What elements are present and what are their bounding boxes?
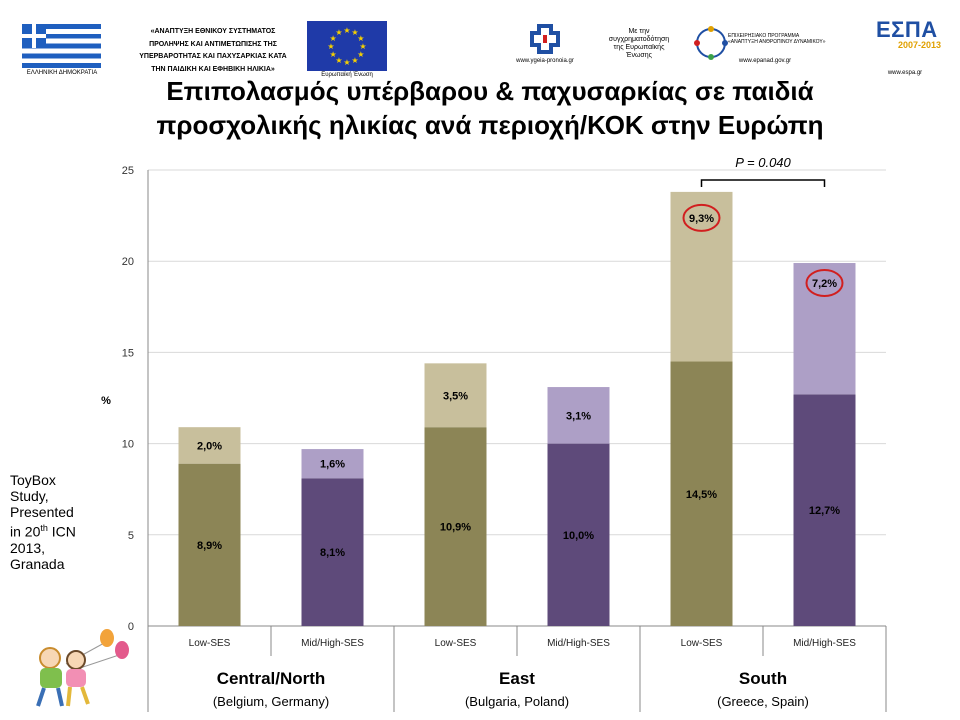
op-url: www.epanad.gov.gr: [738, 58, 792, 64]
eu-flag-icon: ★ ★ ★ ★ ★ ★ ★ ★ ★ ★ ★ ★: [307, 21, 387, 71]
bar-label-top: 9,3%: [689, 213, 714, 225]
y-tick-label: 25: [122, 165, 134, 177]
bar-segment-top: [793, 263, 856, 395]
svg-text:★: ★: [343, 26, 350, 35]
p-value-annotation: P = 0.040: [735, 155, 791, 170]
bar-segment-top: [424, 363, 487, 428]
op-title: ΕΠΙΧΕΙΡΗΣΙΑΚΟ ΠΡΟΓΡΑΜΜΑ «ΑΝΑΠΤΥΞΗ ΑΝΘΡΩΠ…: [728, 33, 826, 45]
bar-segment-bottom: [670, 361, 733, 626]
group-subtitle: (Belgium, Germany): [213, 694, 329, 709]
bar-label-bottom: 14,5%: [686, 489, 717, 501]
x-category-label: Mid/High-SES: [547, 638, 610, 649]
bar-label-bottom: 10,9%: [440, 522, 471, 534]
bar-segment-top: [547, 387, 610, 444]
highlight-circle: [805, 269, 844, 298]
bar-label-top: 2,0%: [197, 440, 222, 452]
bar-segment-bottom: [301, 478, 364, 626]
bar-segment-top: [670, 191, 733, 362]
svg-text:★: ★: [327, 42, 334, 51]
ministry-cross-icon: [527, 24, 563, 54]
bar-segment-top: [301, 449, 364, 479]
group-subtitle: (Greece, Spain): [717, 694, 809, 709]
y-tick-label: 15: [122, 347, 134, 359]
significance-bracket: [700, 179, 826, 187]
y-tick-label: 0: [128, 621, 134, 633]
group-label: Central/North: [217, 669, 326, 688]
y-axis-label: %: [101, 395, 111, 407]
svg-text:★: ★: [351, 28, 358, 37]
group-subtitle: (Bulgaria, Poland): [465, 694, 569, 709]
bar-label-bottom: 8,1%: [320, 547, 345, 559]
title-line-1: Επιπολασμός υπέρβαρου & παχυσαρκίας σε π…: [166, 76, 814, 106]
bar-label-bottom: 8,9%: [197, 540, 222, 552]
bar-segment-bottom: [793, 394, 856, 626]
bar-label-top: 1,6%: [320, 459, 345, 471]
svg-text:★: ★: [357, 50, 364, 59]
svg-text:★: ★: [351, 56, 358, 65]
group-label: East: [499, 669, 535, 688]
bar-label-bottom: 10,0%: [563, 530, 594, 542]
children-balloons-icon: [36, 629, 129, 707]
bar-segment-bottom: [547, 443, 610, 626]
y-tick-label: 10: [122, 439, 134, 451]
bar-label-top: 7,2%: [812, 278, 837, 290]
greek-flag-caption: ΕΛΛΗΝΙΚΗ ΔΗΜΟΚΡΑΤΙΑ: [26, 70, 98, 76]
svg-text:★: ★: [335, 56, 342, 65]
svg-text:★: ★: [335, 28, 342, 37]
svg-text:★: ★: [330, 34, 337, 43]
svg-text:★: ★: [357, 34, 364, 43]
y-tick-label: 5: [128, 530, 134, 542]
bar-segment-bottom: [178, 463, 241, 626]
espa-years: 2007-2013: [898, 40, 942, 50]
page-title: Επιπολασμός υπέρβαρου & παχυσαρκίας σε π…: [40, 74, 940, 142]
highlight-circle: [682, 203, 721, 232]
bar-label-bottom: 12,7%: [809, 505, 840, 517]
title-line-2: προσχολικής ηλικίας ανά περιοχή/ΚΟΚ στην…: [156, 110, 824, 140]
svg-text:★: ★: [359, 42, 366, 51]
header-logos: ΕΛΛΗΝΙΚΗ ΔΗΜΟΚΡΑΤΙΑ «ΑΝΑΠΤΥΞΗ ΕΘΝΙΚΟΥ ΣΥ…: [0, 0, 960, 82]
project-title-logo: «ΑΝΑΠΤΥΞΗ ΕΘΝΙΚΟΥ ΣΥΣΤΗΜΑΤΟΣ ΠΡΟΛΗΨΗΣ ΚΑ…: [139, 28, 287, 73]
bar-label-top: 3,1%: [566, 410, 591, 422]
x-category-label: Mid/High-SES: [793, 638, 856, 649]
group-label: South: [739, 669, 787, 688]
eu-flag-caption: Ευρωπαϊκή Ένωση: [321, 72, 373, 78]
x-category-label: Low-SES: [681, 638, 723, 649]
op-star-icon: [694, 26, 728, 60]
x-category-label: Low-SES: [435, 638, 477, 649]
bar-label-top: 3,5%: [443, 390, 468, 402]
bar-segment-bottom: [424, 427, 487, 626]
y-tick-label: 20: [122, 256, 134, 268]
bar-segment-top: [178, 427, 241, 464]
svg-text:★: ★: [330, 50, 337, 59]
espa-url: www.espa.gr: [887, 70, 923, 76]
x-category-label: Low-SES: [189, 638, 231, 649]
greek-flag-icon: [22, 24, 101, 68]
ministry-url: www.ygeia-pronoia.gr: [516, 58, 574, 64]
cofunded-text: Με την συγχρηματοδότηση της Ευρωπαϊκής Έ…: [608, 28, 670, 59]
espa-logo: ΕΣΠΑ: [876, 17, 938, 42]
x-category-label: Mid/High-SES: [301, 638, 364, 649]
svg-text:★: ★: [343, 58, 350, 67]
side-note: ToyBox Study, Presented in 20th ICN 2013…: [10, 472, 76, 572]
